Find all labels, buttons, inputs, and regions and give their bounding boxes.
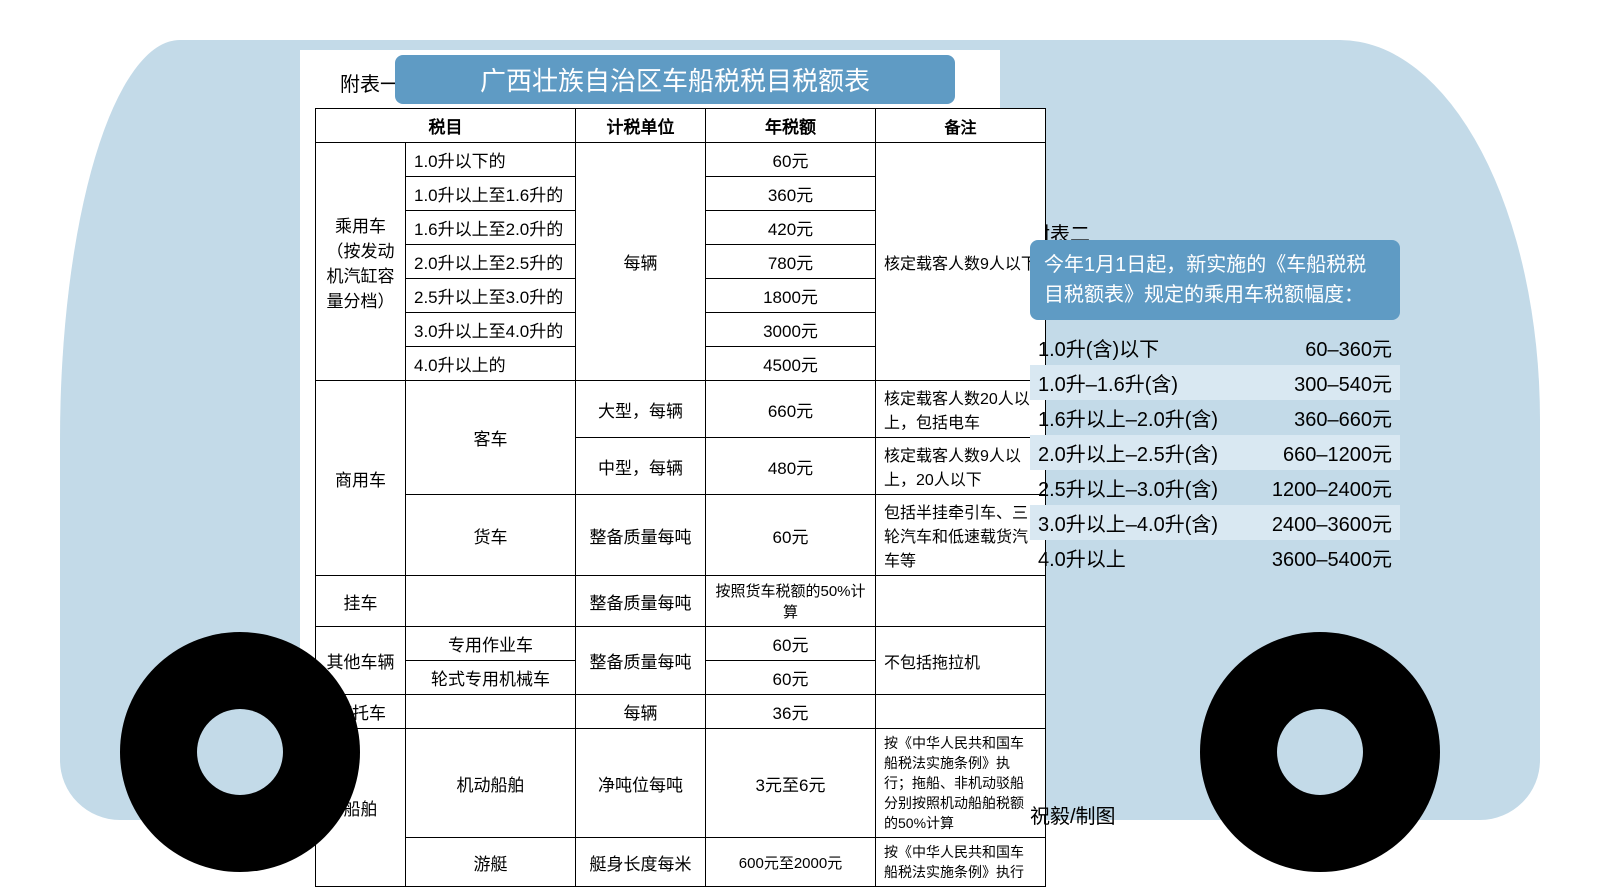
cell-range: 2.0升以上至2.5升的 bbox=[406, 245, 576, 279]
cell-unit: 整备质量每吨 bbox=[576, 495, 706, 576]
cell-amt: 660元 bbox=[706, 381, 876, 438]
sidebar-list: 1.0升(含)以下 60–360元 1.0升–1.6升(含) 300–540元 1.… bbox=[1030, 330, 1400, 575]
sub-motorship: 机动船舶 bbox=[406, 729, 576, 838]
cell-note: 包括半挂牵引车、三轮汽车和低速载货汽车等 bbox=[876, 495, 1046, 576]
empty-cell bbox=[406, 576, 576, 627]
cell-range: 2.5升以上至3.0升的 bbox=[406, 279, 576, 313]
empty-cell bbox=[876, 695, 1046, 729]
table-row: 挂车 整备质量每吨 按照货车税额的50%计算 bbox=[316, 576, 1046, 627]
cell-amt: 60元 bbox=[706, 143, 876, 177]
cell-amt: 4500元 bbox=[706, 347, 876, 381]
th-unit: 计税单位 bbox=[576, 109, 706, 143]
cell-range: 4.0升以上的 bbox=[406, 347, 576, 381]
cell-note: 按《中华人民共和国车船税法实施条例》执行；拖船、非机动驳船分别按照机动船舶税额的… bbox=[876, 729, 1046, 838]
sub-yacht: 游艇 bbox=[406, 838, 576, 887]
wheel-left bbox=[120, 632, 360, 872]
cell-note: 按《中华人民共和国车船税法实施条例》执行 bbox=[876, 838, 1046, 887]
tax-table: 税目 计税单位 年税额 备注 乘用车（按发动机汽缸容量分档） 1.0升以下的 每… bbox=[315, 108, 1046, 887]
empty-cell bbox=[406, 695, 576, 729]
main-content: 广西壮族自治区车船税税目税额表 税目 计税单位 年税额 备注 乘用车（按发动机汽… bbox=[315, 55, 1046, 887]
amt: 2400–3600元 bbox=[1272, 508, 1392, 537]
credit-text: 祝毅/制图 bbox=[1030, 800, 1116, 829]
header-row: 税目 计税单位 年税额 备注 bbox=[316, 109, 1046, 143]
cell-unit: 每辆 bbox=[576, 695, 706, 729]
wheel-right bbox=[1200, 632, 1440, 872]
cell-note: 不包括拖拉机 bbox=[876, 627, 1046, 695]
cell-unit: 每辆 bbox=[576, 143, 706, 381]
cell-unit: 艇身长度每米 bbox=[576, 838, 706, 887]
range: 1.0升(含)以下 bbox=[1038, 333, 1159, 362]
list-item: 2.0升以上–2.5升(含) 660–1200元 bbox=[1030, 435, 1400, 470]
cell-amt: 600元至2000元 bbox=[706, 838, 876, 887]
range: 2.0升以上–2.5升(含) bbox=[1038, 438, 1218, 467]
amt: 660–1200元 bbox=[1283, 438, 1392, 467]
cell-amt: 按照货车税额的50%计算 bbox=[706, 576, 876, 627]
th-amount: 年税额 bbox=[706, 109, 876, 143]
cell-unit: 整备质量每吨 bbox=[576, 627, 706, 695]
range: 4.0升以上 bbox=[1038, 543, 1126, 572]
cell-amt: 360元 bbox=[706, 177, 876, 211]
cell-amt: 1800元 bbox=[706, 279, 876, 313]
cell-unit: 大型，每辆 bbox=[576, 381, 706, 438]
th-note: 备注 bbox=[876, 109, 1046, 143]
cell-unit: 净吨位每吨 bbox=[576, 729, 706, 838]
sub-other: 专用作业车 bbox=[406, 627, 576, 661]
amt: 360–660元 bbox=[1294, 403, 1392, 432]
cell-note: 核定载客人数20人以上，包括电车 bbox=[876, 381, 1046, 438]
list-item: 1.0升(含)以下 60–360元 bbox=[1030, 330, 1400, 365]
table-row: 船舶 机动船舶 净吨位每吨 3元至6元 按《中华人民共和国车船税法实施条例》执行… bbox=[316, 729, 1046, 838]
amt: 3600–5400元 bbox=[1272, 543, 1392, 572]
cell-amt: 60元 bbox=[706, 627, 876, 661]
table-row: 货车 整备质量每吨 60元 包括半挂牵引车、三轮汽车和低速载货汽车等 bbox=[316, 495, 1046, 576]
list-item: 2.5升以上–3.0升(含) 1200–2400元 bbox=[1030, 470, 1400, 505]
cell-range: 3.0升以上至4.0升的 bbox=[406, 313, 576, 347]
cell-amt: 3000元 bbox=[706, 313, 876, 347]
cell-range: 1.6升以上至2.0升的 bbox=[406, 211, 576, 245]
amt: 300–540元 bbox=[1294, 368, 1392, 397]
list-item: 3.0升以上–4.0升(含) 2400–3600元 bbox=[1030, 505, 1400, 540]
sub-bus: 客车 bbox=[406, 381, 576, 495]
sub-other: 轮式专用机械车 bbox=[406, 661, 576, 695]
cell-amt: 60元 bbox=[706, 495, 876, 576]
list-item: 1.0升–1.6升(含) 300–540元 bbox=[1030, 365, 1400, 400]
table-row: 乘用车（按发动机汽缸容量分档） 1.0升以下的 每辆 60元 核定载客人数9人以… bbox=[316, 143, 1046, 177]
cell-unit: 整备质量每吨 bbox=[576, 576, 706, 627]
cell-amt: 480元 bbox=[706, 438, 876, 495]
th-taxitem: 税目 bbox=[316, 109, 576, 143]
range: 1.0升–1.6升(含) bbox=[1038, 368, 1178, 397]
amt: 60–360元 bbox=[1305, 333, 1392, 362]
sub-truck: 货车 bbox=[406, 495, 576, 576]
cat-passenger: 乘用车（按发动机汽缸容量分档） bbox=[316, 143, 406, 381]
range: 1.6升以上–2.0升(含) bbox=[1038, 403, 1218, 432]
list-item: 4.0升以上 3600–5400元 bbox=[1030, 540, 1400, 575]
main-title: 广西壮族自治区车船税税目税额表 bbox=[395, 55, 955, 104]
cell-range: 1.0升以下的 bbox=[406, 143, 576, 177]
cat-trailer: 挂车 bbox=[316, 576, 406, 627]
table-row: 商用车 客车 大型，每辆 660元 核定载客人数20人以上，包括电车 bbox=[316, 381, 1046, 438]
range: 2.5升以上–3.0升(含) bbox=[1038, 473, 1218, 502]
cell-amt: 420元 bbox=[706, 211, 876, 245]
cell-amt: 60元 bbox=[706, 661, 876, 695]
amt: 1200–2400元 bbox=[1272, 473, 1392, 502]
cell-unit: 中型，每辆 bbox=[576, 438, 706, 495]
cell-amt: 3元至6元 bbox=[706, 729, 876, 838]
sidebar-title: 今年1月1日起，新实施的《车船税税目税额表》规定的乘用车税额幅度： bbox=[1030, 240, 1400, 320]
cell-note: 核定载客人数9人以上，20人以下 bbox=[876, 438, 1046, 495]
table-row: 游艇 艇身长度每米 600元至2000元 按《中华人民共和国车船税法实施条例》执… bbox=[316, 838, 1046, 887]
cell-amt: 780元 bbox=[706, 245, 876, 279]
empty-cell bbox=[876, 576, 1046, 627]
cell-amt: 36元 bbox=[706, 695, 876, 729]
table-row: 其他车辆 专用作业车 整备质量每吨 60元 不包括拖拉机 bbox=[316, 627, 1046, 661]
list-item: 1.6升以上–2.0升(含) 360–660元 bbox=[1030, 400, 1400, 435]
range: 3.0升以上–4.0升(含) bbox=[1038, 508, 1218, 537]
cell-note: 核定载客人数9人以下 bbox=[876, 143, 1046, 381]
cat-commercial: 商用车 bbox=[316, 381, 406, 576]
cell-range: 1.0升以上至1.6升的 bbox=[406, 177, 576, 211]
sidebar-panel: 今年1月1日起，新实施的《车船税税目税额表》规定的乘用车税额幅度： 1.0升(含… bbox=[1030, 210, 1400, 575]
table-row: 摩托车 每辆 36元 bbox=[316, 695, 1046, 729]
